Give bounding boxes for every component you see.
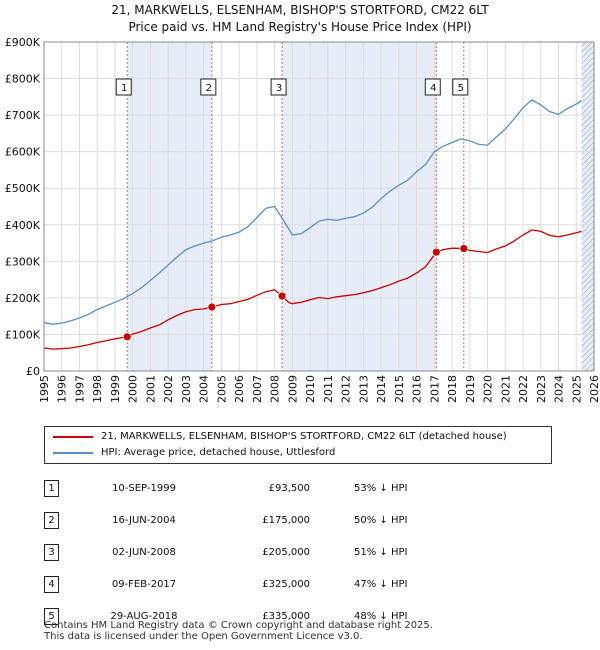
sale-price: £175,000 <box>262 514 310 526</box>
x-tick-label: 2017 <box>428 375 441 403</box>
y-tick-label: £700K <box>5 109 41 122</box>
sale-date: 16-JUN-2004 <box>112 514 176 526</box>
table-row: 5 29-AUG-2018 £335,000 48% ↓ HPI <box>44 600 474 632</box>
sale-number-label: 2 <box>206 83 212 94</box>
sale-price: £335,000 <box>262 610 310 622</box>
sale-point <box>459 244 469 253</box>
sale-number-label: 3 <box>276 83 282 94</box>
sale-hpi-diff: 47% ↓ HPI <box>354 578 408 590</box>
sale-point <box>431 247 441 257</box>
future-hatch-region <box>581 42 594 371</box>
x-tick-label: 2011 <box>322 375 335 403</box>
x-tick-label: 1997 <box>73 375 86 403</box>
x-tick-label: 2026 <box>588 375 600 403</box>
x-tick-label: 2018 <box>446 375 459 403</box>
ownership-period-band <box>127 42 212 371</box>
sale-date: 09-FEB-2017 <box>111 578 177 590</box>
y-tick-label: £900K <box>5 36 41 49</box>
x-tick-label: 2010 <box>304 375 317 403</box>
transactions-table: 1 10-SEP-1999 £93,500 53% ↓ HPI 2 16-JUN… <box>44 472 474 632</box>
sale-hpi-diff: 48% ↓ HPI <box>354 610 408 622</box>
sale-number-badge: 4 <box>44 575 59 593</box>
x-tick-label: 2025 <box>570 375 583 403</box>
x-tick-label: 2001 <box>144 375 157 403</box>
sale-price: £205,000 <box>262 546 310 558</box>
x-tick-label: 2002 <box>162 375 175 403</box>
sale-price: £93,500 <box>268 482 310 494</box>
x-tick-label: 2015 <box>393 375 406 403</box>
x-tick-label: 2007 <box>251 375 264 403</box>
x-tick-label: 2006 <box>233 375 246 403</box>
legend-swatch-hpi <box>53 452 93 454</box>
y-tick-label: £100K <box>5 328 41 341</box>
table-row: 1 10-SEP-1999 £93,500 53% ↓ HPI <box>44 472 474 504</box>
x-tick-label: 2016 <box>411 375 424 403</box>
x-tick-label: 2003 <box>180 375 193 403</box>
sale-price: £325,000 <box>262 578 310 590</box>
y-tick-label: £300K <box>5 255 41 268</box>
sale-date: 10-SEP-1999 <box>112 482 176 494</box>
legend-label-property: 21, MARKWELLS, ELSENHAM, BISHOP'S STORTF… <box>101 431 507 442</box>
ownership-period-band <box>282 42 437 371</box>
sale-point <box>207 302 217 312</box>
footer-license: This data is licensed under the Open Gov… <box>44 631 363 642</box>
x-tick-label: 2009 <box>286 375 299 403</box>
hpi-series-line <box>43 99 582 325</box>
x-tick-label: 2021 <box>499 375 512 403</box>
sale-point <box>122 332 132 342</box>
y-tick-label: £400K <box>5 219 41 232</box>
price-chart: 21, MARKWELLS, ELSENHAM, BISHOP'S STORTF… <box>5 3 600 403</box>
x-tick-label: 1998 <box>91 375 104 403</box>
x-tick-label: 2020 <box>482 375 495 403</box>
sale-number-badge: 3 <box>44 543 59 561</box>
sale-number-label: 4 <box>430 83 436 94</box>
x-tick-label: 2012 <box>340 375 353 403</box>
chart-legend: 21, MARKWELLS, ELSENHAM, BISHOP'S STORTF… <box>44 426 552 464</box>
sale-date: 29-AUG-2018 <box>110 610 178 622</box>
sale-hpi-diff: 51% ↓ HPI <box>354 546 408 558</box>
y-tick-label: £800K <box>5 73 41 86</box>
sale-number-box <box>424 78 441 96</box>
table-row: 3 02-JUN-2008 £205,000 51% ↓ HPI <box>44 536 474 568</box>
table-row: 2 16-JUN-2004 £175,000 50% ↓ HPI <box>44 504 474 536</box>
x-tick-label: 1999 <box>109 375 122 403</box>
legend-swatch-property <box>53 436 93 438</box>
sale-number-badge: 1 <box>44 479 59 497</box>
y-tick-label: £200K <box>5 292 41 305</box>
x-tick-label: 2008 <box>269 375 282 403</box>
sale-number-box <box>115 78 132 96</box>
y-tick-label: £500K <box>5 182 41 195</box>
sale-hpi-diff: 53% ↓ HPI <box>354 482 408 494</box>
chart-title-line1: 21, MARKWELLS, ELSENHAM, BISHOP'S STORTF… <box>111 3 489 17</box>
x-tick-label: 2023 <box>535 375 548 403</box>
plot-frame <box>43 41 595 372</box>
sale-number-label: 5 <box>458 83 464 94</box>
x-tick-label: 2013 <box>357 375 370 403</box>
y-tick-label: £600K <box>5 146 41 159</box>
footer-attribution: Contains HM Land Registry data © Crown c… <box>44 620 433 642</box>
legend-label-hpi: HPI: Average price, detached house, Uttl… <box>101 447 336 458</box>
sale-number-box <box>270 78 287 96</box>
sale-point <box>277 291 287 301</box>
x-tick-label: 2005 <box>215 375 228 403</box>
x-tick-label: 2022 <box>517 375 530 403</box>
chart-title-line2: Price paid vs. HM Land Registry's House … <box>128 20 471 34</box>
sale-number-box <box>452 78 469 96</box>
sale-date: 02-JUN-2008 <box>112 546 176 558</box>
sale-number-label: 1 <box>121 83 127 94</box>
x-tick-label: 2024 <box>553 375 566 403</box>
x-tick-label: 2000 <box>127 375 140 403</box>
x-tick-label: 2019 <box>464 375 477 403</box>
table-row: 4 09-FEB-2017 £325,000 47% ↓ HPI <box>44 568 474 600</box>
x-tick-label: 2004 <box>198 375 211 403</box>
sale-number-badge: 5 <box>44 607 59 625</box>
sale-number-box <box>200 78 217 96</box>
x-tick-label: 1995 <box>38 375 51 403</box>
x-tick-label: 1996 <box>56 375 69 403</box>
footer-copyright: Contains HM Land Registry data © Crown c… <box>44 620 433 631</box>
sale-hpi-diff: 50% ↓ HPI <box>354 514 408 526</box>
x-tick-label: 2014 <box>375 375 388 403</box>
y-tick-label: £0 <box>26 365 40 378</box>
sale-number-badge: 2 <box>44 511 59 529</box>
